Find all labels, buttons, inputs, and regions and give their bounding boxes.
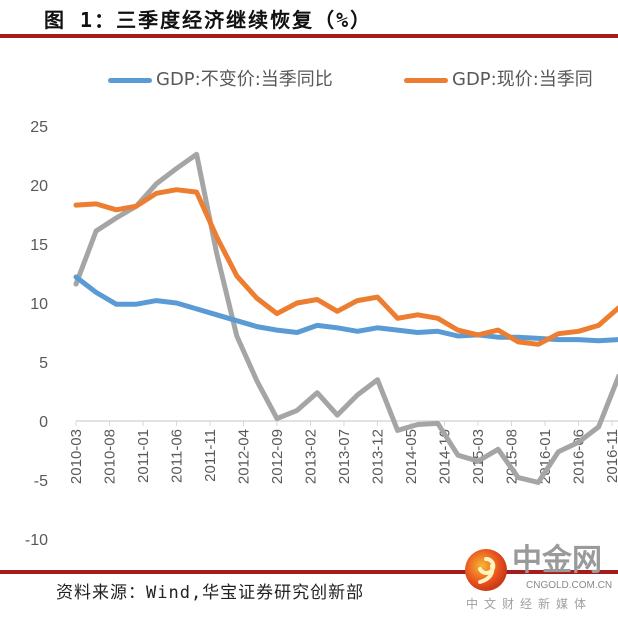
page-title: 图 1：三季度经济继续恢复（%）	[44, 8, 373, 32]
legend-item-real: GDP:不变价:当季同比	[108, 68, 333, 92]
x-tick-label: 2015-08	[504, 429, 521, 484]
x-tick-label: 2013-12	[370, 429, 387, 484]
y-tick-label: 15	[30, 237, 48, 254]
watermark-name: 中金网	[512, 543, 602, 578]
watermark-logo: 中金网 CNGOLD.COM.CN 中文财经新媒体	[462, 544, 618, 616]
x-tick-label: 2013-07	[336, 429, 353, 484]
x-tick-label: 2016-01	[537, 429, 554, 484]
series-line-third	[73, 151, 618, 485]
x-tick-label: 2010-03	[68, 429, 85, 484]
x-tick-label: 2012-09	[269, 429, 286, 484]
top-divider	[0, 34, 618, 38]
source-note: 资料来源：Wind,华宝证券研究创新部	[56, 583, 365, 603]
x-tick-label: 2015-03	[470, 429, 487, 484]
x-tick-label: 2016-11	[604, 429, 618, 483]
x-tick-label: 2010-08	[102, 429, 119, 484]
x-tick-label: 2013-02	[303, 429, 320, 484]
chart-legend: GDP:不变价:当季同比 GDP:现价:当季同	[0, 68, 618, 96]
y-tick-label: 0	[39, 414, 48, 431]
legend-swatch-real	[108, 77, 152, 83]
series-line-nominal	[73, 187, 618, 347]
watermark-domain: CNGOLD.COM.CN	[526, 580, 613, 591]
series-line-real	[73, 274, 618, 344]
x-tick-label: 2011-06	[169, 429, 186, 483]
legend-item-nominal: GDP:现价:当季同	[404, 68, 593, 92]
x-axis-ticks: 2010-03 2010-08 2011-01 2011-06 2011-11 2012-…	[68, 421, 618, 484]
y-tick-label: 10	[30, 296, 48, 313]
legend-label-real: GDP:不变价:当季同比	[156, 69, 333, 90]
x-tick-label: 2014-05	[403, 429, 420, 484]
x-tick-label: 2011-11	[202, 429, 219, 482]
y-tick-label: -10	[25, 532, 48, 549]
y-tick-label: 20	[30, 178, 48, 195]
cngold-logo-icon	[465, 549, 507, 591]
x-tick-label: 2011-01	[135, 429, 152, 483]
legend-label-nominal: GDP:现价:当季同	[452, 69, 593, 90]
x-tick-label: 2012-04	[236, 429, 253, 484]
y-tick-label: 5	[39, 355, 48, 372]
y-tick-label: -5	[34, 473, 48, 490]
series-lines	[73, 151, 618, 485]
y-axis-ticks: 25 20 15 10 5 0 -5 -10	[25, 119, 48, 549]
watermark-tagline: 中文财经新媒体	[466, 597, 593, 611]
bottom-divider	[0, 570, 618, 574]
y-tick-label: 25	[30, 119, 48, 136]
legend-swatch-nominal	[404, 77, 448, 83]
